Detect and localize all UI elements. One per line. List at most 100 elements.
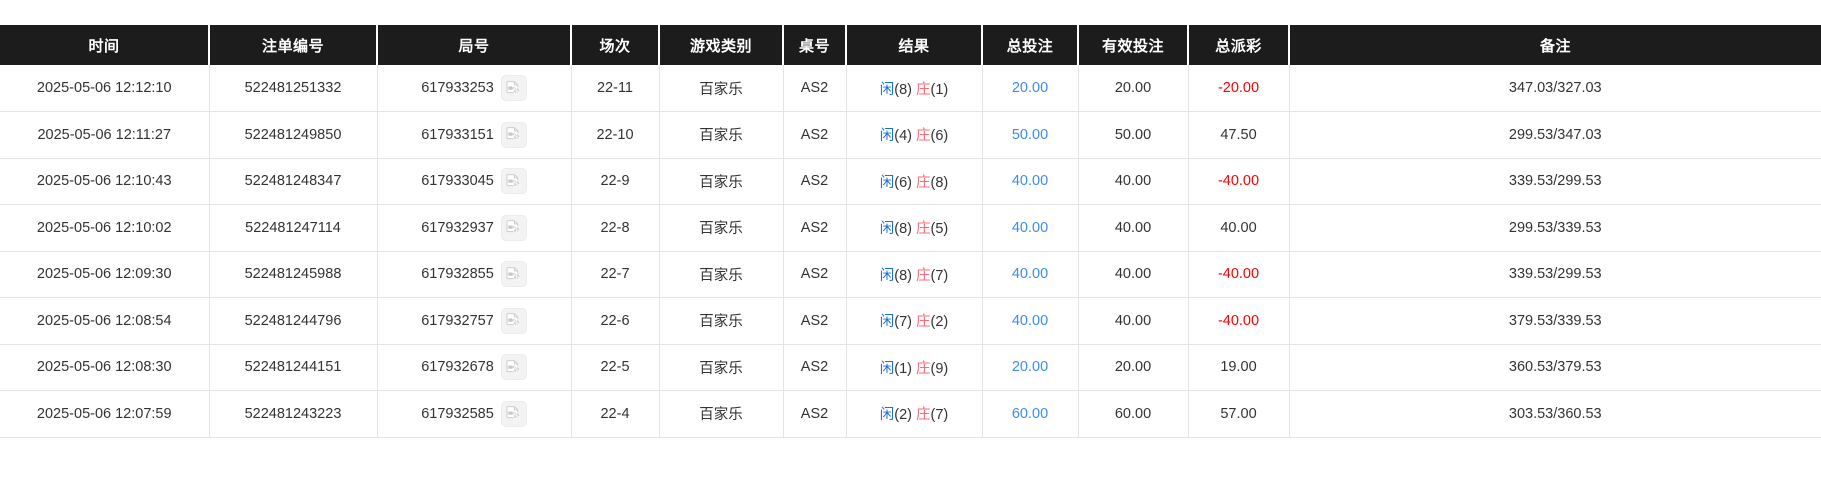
total-bet-link[interactable]: 50.00 — [1011, 126, 1049, 143]
cell-payout: -40.00 — [1188, 158, 1290, 205]
total-bet-link[interactable]: 40.00 — [1011, 312, 1049, 329]
remark-text: 360.53/379.53 — [1508, 359, 1602, 376]
cell-table-no: AS2 — [783, 65, 847, 112]
cell-result: 闲(8) 庄(1) — [846, 65, 983, 112]
payout-text: 57.00 — [1220, 405, 1257, 422]
column-header-time[interactable]: 时间 — [0, 25, 210, 65]
valid-bet-text: 20.00 — [1114, 80, 1152, 96]
column-header-round-no[interactable]: 局号 — [377, 25, 572, 65]
video-replay-icon[interactable] — [500, 75, 527, 101]
cell-total-bet: 20.00 — [982, 65, 1079, 112]
cell-game-type: 百家乐 — [659, 344, 784, 391]
cell-session: 22-6 — [571, 297, 660, 345]
player-tag: 闲 — [879, 221, 895, 238]
cell-round-no: 617933151 — [377, 111, 572, 159]
table-no-text: AS2 — [800, 312, 829, 329]
video-replay-icon[interactable] — [500, 168, 527, 195]
banker-points: (5) — [930, 221, 949, 238]
video-replay-icon[interactable] — [500, 214, 527, 241]
column-header-valid-bet[interactable]: 有效投注 — [1078, 25, 1189, 65]
table-row[interactable]: 2025-05-06 12:10:02 522481247114 617932937… — [0, 204, 1821, 252]
cell-remark: 379.53/339.53 — [1289, 297, 1821, 345]
valid-bet-text: 40.00 — [1114, 312, 1152, 329]
game-type-text: 百家乐 — [699, 221, 743, 238]
round-no-text: 617932757 — [421, 312, 494, 329]
cell-session: 22-11 — [571, 65, 660, 112]
cell-total-bet: 40.00 — [982, 158, 1079, 205]
video-replay-icon[interactable] — [500, 354, 527, 381]
column-header-remark[interactable]: 备注 — [1289, 25, 1821, 65]
payout-text: -40.00 — [1217, 266, 1260, 283]
game-type-text: 百家乐 — [699, 360, 743, 377]
total-bet-link[interactable]: 40.00 — [1011, 219, 1049, 236]
cell-round-no: 617932757 — [377, 297, 572, 345]
player-points: (1) — [894, 360, 912, 377]
game-type-text: 百家乐 — [699, 314, 743, 331]
player-tag: 闲 — [879, 407, 895, 424]
cell-table-no: AS2 — [783, 158, 847, 205]
time-text: 2025-05-06 12:11:27 — [37, 126, 172, 143]
cell-time: 2025-05-06 12:10:43 — [0, 158, 210, 205]
cell-valid-bet: 40.00 — [1078, 204, 1189, 252]
bet-no-text: 522481244796 — [244, 312, 342, 329]
banker-points: (1) — [930, 81, 949, 98]
valid-bet-text: 40.00 — [1114, 173, 1152, 190]
banker-tag: 庄 — [916, 407, 931, 424]
cell-game-type: 百家乐 — [659, 251, 784, 298]
total-bet-link[interactable]: 20.00 — [1011, 80, 1049, 96]
column-header-bet-no[interactable]: 注单编号 — [209, 25, 378, 65]
cell-payout: -40.00 — [1188, 251, 1290, 298]
cell-payout: 19.00 — [1188, 344, 1290, 391]
time-text: 2025-05-06 12:10:43 — [36, 173, 172, 190]
total-bet-link[interactable]: 20.00 — [1011, 359, 1049, 376]
cell-payout: 47.50 — [1188, 111, 1290, 159]
banker-points: (7) — [930, 267, 949, 284]
cell-valid-bet: 60.00 — [1078, 390, 1189, 438]
video-replay-icon[interactable] — [500, 261, 527, 288]
banker-points: (2) — [930, 314, 949, 331]
player-tag: 闲 — [879, 360, 895, 377]
total-bet-link[interactable]: 40.00 — [1011, 266, 1049, 283]
column-header-result[interactable]: 结果 — [846, 25, 983, 65]
column-header-table-no[interactable]: 桌号 — [783, 25, 847, 65]
column-header-total-bet[interactable]: 总投注 — [982, 25, 1079, 65]
total-bet-link[interactable]: 60.00 — [1011, 405, 1049, 422]
cell-result: 闲(8) 庄(5) — [846, 204, 983, 252]
bet-no-text: 522481245988 — [244, 266, 342, 283]
cell-result: 闲(4) 庄(6) — [846, 111, 983, 159]
valid-bet-text: 40.00 — [1114, 219, 1152, 236]
column-header-session[interactable]: 场次 — [571, 25, 660, 65]
game-type-text: 百家乐 — [699, 407, 743, 424]
valid-bet-text: 20.00 — [1114, 359, 1152, 376]
table-row[interactable]: 2025-05-06 12:10:43 522481248347 617933045… — [0, 158, 1821, 205]
banker-points: (7) — [930, 407, 949, 424]
column-header-payout[interactable]: 总派彩 — [1188, 25, 1290, 65]
video-replay-icon[interactable] — [500, 400, 527, 427]
table-row[interactable]: 2025-05-06 12:08:54 522481244796 617932757… — [0, 297, 1821, 345]
player-tag: 闲 — [879, 174, 895, 191]
table-row[interactable]: 2025-05-06 12:07:59 522481243223 617932585… — [0, 390, 1821, 438]
session-text: 22-11 — [596, 80, 633, 96]
table-no-text: AS2 — [800, 405, 829, 422]
total-bet-link[interactable]: 40.00 — [1011, 173, 1049, 190]
round-no-text: 617933253 — [421, 80, 494, 96]
video-replay-icon[interactable] — [500, 307, 527, 334]
table-row[interactable]: 2025-05-06 12:08:30 522481244151 617932678… — [0, 344, 1821, 391]
session-text: 22-8 — [600, 219, 630, 236]
table-no-text: AS2 — [800, 219, 829, 236]
column-header-game-type[interactable]: 游戏类别 — [659, 25, 784, 65]
table-row[interactable]: 2025-05-06 12:12:10 522481251332 617933253… — [0, 65, 1821, 112]
cell-valid-bet: 20.00 — [1078, 344, 1189, 391]
video-replay-icon[interactable] — [500, 121, 527, 148]
payout-text: -40.00 — [1217, 312, 1260, 329]
cell-game-type: 百家乐 — [659, 297, 784, 345]
time-text: 2025-05-06 12:08:54 — [36, 312, 172, 329]
session-text: 22-10 — [596, 126, 634, 143]
game-type-text: 百家乐 — [699, 128, 743, 145]
table-row[interactable]: 2025-05-06 12:11:27 522481249850 617933151… — [0, 111, 1821, 159]
cell-time: 2025-05-06 12:08:30 — [0, 344, 210, 391]
remark-text: 339.53/299.53 — [1508, 266, 1602, 283]
table-row[interactable]: 2025-05-06 12:09:30 522481245988 617932855… — [0, 251, 1821, 298]
bet-no-text: 522481249850 — [244, 126, 342, 143]
bet-no-text: 522481244151 — [244, 359, 342, 376]
